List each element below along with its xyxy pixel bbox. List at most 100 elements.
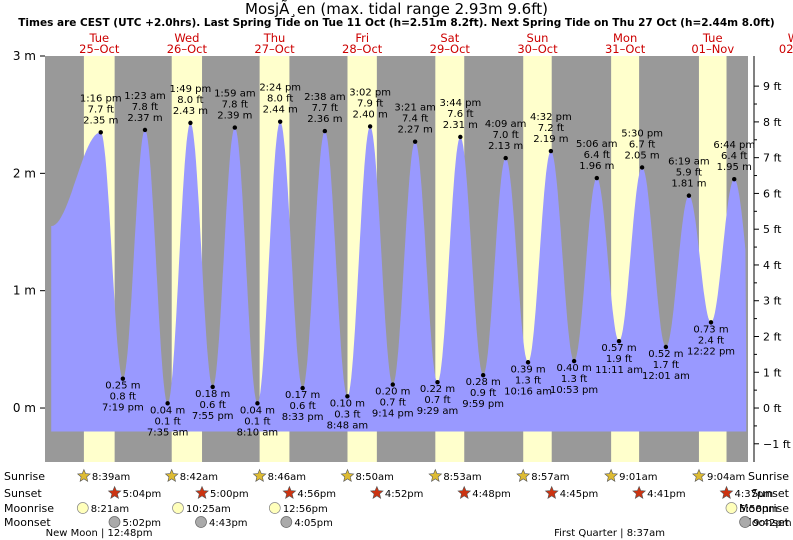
day-name: Tue [702,31,723,45]
right-tick-label: 9 ft [763,80,782,93]
high-tide-label: 2.39 m [217,111,252,122]
high-tide-label: 3:44 pm [439,98,481,109]
high-tide-label: 4:32 pm [530,112,572,123]
low-tide-label: 0.52 m [648,349,683,360]
low-tide-dot [345,394,350,399]
moonset-icon [108,516,121,528]
day-date: 26–Oct [167,42,208,56]
high-tide-label: 6.7 ft [629,139,655,150]
sunrise-icon [516,468,531,482]
row-label-right: Sunrise [748,470,789,483]
high-tide-dot [188,120,193,126]
moonrise-icon [76,502,89,514]
sunset-time: 4:48pm [472,489,511,500]
sunset-time: 4:41pm [647,489,686,500]
low-tide-label: 11:11 am [595,365,643,376]
moonrise-icon [268,502,281,514]
sunrise-time: 8:39am [92,472,130,483]
low-tide-label: 8:33 pm [282,412,324,423]
low-tide-dot [708,320,714,325]
low-tide-label: 0.73 m [693,324,728,335]
sunset-time: 4:45pm [560,489,599,500]
sunrise-icon [76,468,91,482]
low-tide-label: 7:19 pm [102,403,144,414]
high-tide-label: 2.35 m [83,115,118,126]
day-name: Mon [613,31,637,45]
low-tide-label: 0.6 ft [200,400,226,411]
high-tide-label: 7.7 ft [88,104,114,115]
high-tide-label: 2.05 m [624,150,659,161]
high-tide-dot [277,119,283,124]
low-tide-label: 1.7 ft [653,360,679,371]
low-tide-dot [435,380,440,385]
high-tide-label: 1.81 m [671,179,706,190]
sunset-icon [544,485,559,499]
day-labels: Tue25–OctWed26–OctThu27–OctFri28–OctSat2… [79,31,793,56]
day-name: Wed [788,31,793,45]
low-tide-label: 1.9 ft [606,354,632,365]
left-tick-label: 3 m [13,49,36,63]
sunrise-time: 8:57am [531,472,569,483]
day-date: 02–Nov [779,42,793,56]
low-tide-label: 0.25 m [105,381,140,392]
high-tide-label: 7.2 ft [538,123,564,134]
low-tide-label: 8:10 am [237,427,279,438]
low-tide-label: 2.4 ft [698,335,724,346]
moonset-icon [280,516,293,528]
high-tide-dot [322,128,328,134]
sunset-icon [369,485,384,499]
right-tick-label: 5 ft [763,223,782,236]
day-date: 30–Oct [517,42,558,56]
high-tide-label: 6:19 am [668,157,710,168]
low-tide-dot [616,338,622,344]
low-tide-dot [210,384,215,390]
low-tide-label: 0.39 m [510,364,545,375]
high-tide-label: 5:30 pm [621,128,663,139]
right-tick-label: 7 ft [763,152,782,165]
high-tide-label: 3:21 am [394,103,436,114]
moonset-time: 5:02pm [122,518,161,529]
moonrise-icon [725,502,738,514]
high-tide-label: 2.43 m [173,106,208,117]
low-tide-label: 9:29 am [417,406,459,417]
left-tick-label: 1 m [13,284,36,298]
high-tide-label: 7.8 ft [222,100,248,111]
low-tide-dot [390,382,395,387]
high-tide-label: 2:38 am [304,92,346,103]
low-tide-label: 7:55 pm [192,411,234,422]
high-tide-label: 8.0 ft [177,95,203,106]
sunset-time: 5:00pm [210,489,249,500]
low-tide-label: 0.6 ft [289,401,315,412]
moonset-time: 9:42pm [753,518,792,529]
day-name: Tue [88,31,109,45]
low-tide-label: 0.1 ft [154,416,180,427]
high-tide-label: 6:44 pm [713,140,755,151]
sun-moon-rows: Sunrise Sunrise Sunset Sunset Moonrise Moonri… [4,468,792,539]
high-tide-dot [732,177,737,182]
day-name: Fri [355,31,369,45]
low-tide-label: 0.8 ft [110,392,136,403]
day-name: Thu [263,31,286,45]
sunrise-time: 8:46am [268,472,306,483]
high-tide-label: 4:09 am [485,119,527,130]
right-tick-label: 3 ft [763,295,782,308]
left-tick-label: 0 m [13,401,36,415]
sunrise-icon [164,468,179,482]
low-tide-label: 0.57 m [601,343,636,354]
high-tide-dot [503,155,508,161]
day-date: 28–Oct [342,42,383,56]
low-tide-label: 0.9 ft [470,388,496,399]
high-tide-label: 5.9 ft [676,168,702,179]
high-tide-dot [686,193,692,198]
row-label-left: Moonrise [4,502,54,515]
low-tide-dot [480,372,486,378]
high-tide-dot [458,134,463,140]
high-tide-label: 1:23 am [124,91,166,102]
high-tide-label: 2.44 m [263,105,298,116]
sunset-time: 4:52pm [385,489,424,500]
sunset-icon [107,485,122,499]
low-tide-dot [165,401,170,406]
moon-phase-label: New Moon | 12:48pm [46,528,153,539]
moonrise-time: 8:21am [91,504,129,515]
